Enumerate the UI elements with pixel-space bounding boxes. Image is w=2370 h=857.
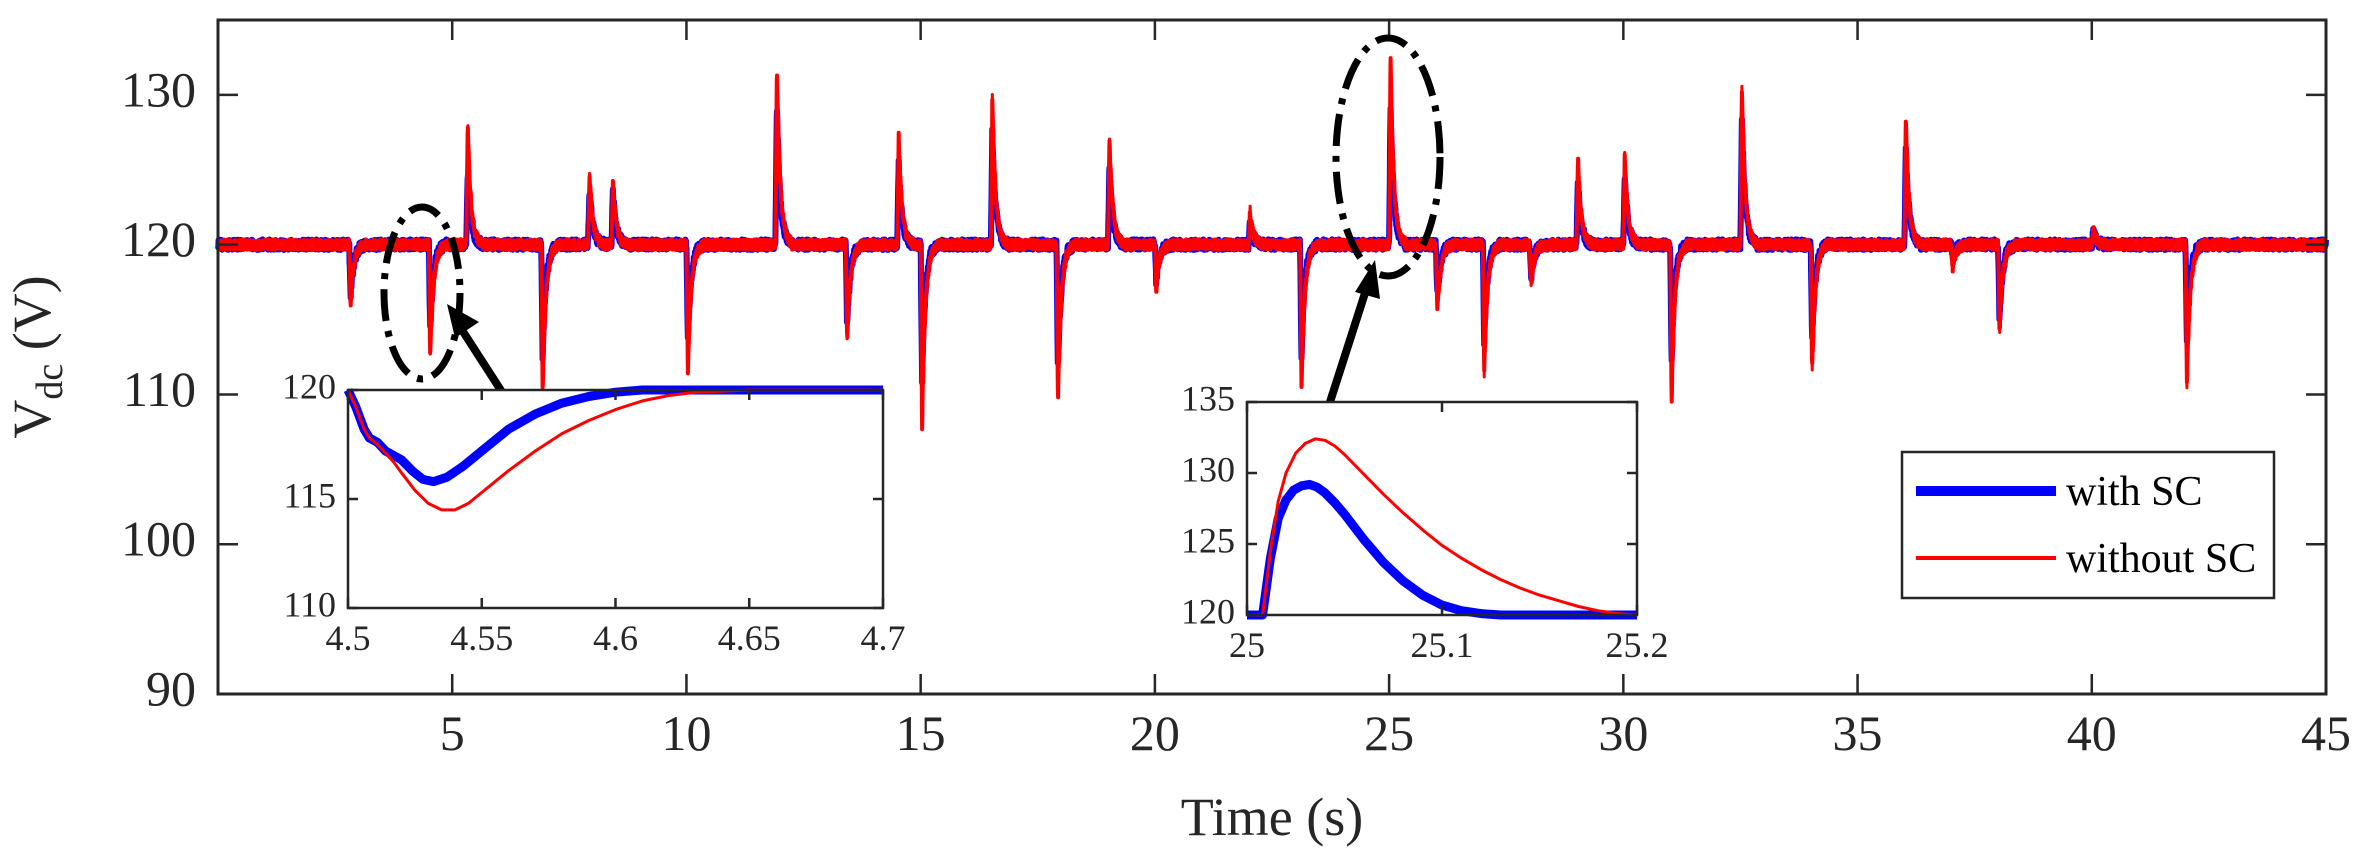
inset-left-y-tick-label: 115 bbox=[283, 475, 336, 515]
svg-text:Vdc (V): Vdc (V) bbox=[2, 275, 71, 438]
inset-right-x-tick-label: 25.2 bbox=[1606, 625, 1669, 665]
inset-right-x-axis: 25 25.1 25.2 bbox=[1229, 402, 1669, 665]
legend-label-without-sc: without SC bbox=[2066, 536, 2256, 582]
callout-arrow-left bbox=[458, 327, 506, 395]
main-y-tick-label: 90 bbox=[146, 660, 196, 716]
y-axis-label-sub: dc bbox=[29, 364, 71, 400]
annotation-right bbox=[1326, 34, 1444, 404]
main-x-axis: 5 10 15 20 25 30 35 40 45 bbox=[440, 20, 2351, 761]
inset-right-background bbox=[1247, 402, 1637, 615]
main-plot-area: 5 10 15 20 25 30 35 40 45 90 100 110 120 130 bbox=[121, 18, 2351, 761]
legend-box bbox=[1900, 450, 2276, 600]
inset-left-background bbox=[348, 390, 883, 608]
main-axes-box bbox=[216, 18, 2328, 696]
main-y-tick-label: 110 bbox=[123, 361, 196, 417]
main-x-tick-label: 25 bbox=[1364, 705, 1414, 761]
inset-right-series-without-sc bbox=[1247, 437, 1638, 617]
inset-right-plot: 25 25.1 25.2 120 125 130 135 bbox=[1181, 378, 1669, 665]
main-x-tick-label: 40 bbox=[2067, 705, 2117, 761]
annotation-left bbox=[380, 203, 506, 395]
main-x-tick-label: 5 bbox=[440, 705, 465, 761]
callout-arrowhead-left bbox=[447, 304, 479, 338]
inset-right-x-tick-label: 25 bbox=[1229, 625, 1265, 665]
main-x-tick-label: 10 bbox=[661, 705, 711, 761]
series-without-sc-line bbox=[216, 56, 2328, 432]
inset-left-y-tick-label: 110 bbox=[283, 584, 336, 624]
highlight-ellipse-right bbox=[1332, 34, 1444, 280]
legend-label-with-sc: with SC bbox=[2066, 469, 2203, 515]
main-y-tick-label: 100 bbox=[121, 511, 196, 567]
inset-right-y-tick-label: 135 bbox=[1181, 378, 1235, 418]
legend: with SC without SC bbox=[1900, 450, 2276, 600]
inset-left-y-axis: 110 115 120 bbox=[282, 366, 883, 624]
inset-right-y-tick-label: 130 bbox=[1181, 449, 1235, 489]
callout-arrowhead-right bbox=[1355, 260, 1380, 299]
inset-left-plot: 4.5 4.55 4.6 4.65 4.7 110 115 120 bbox=[282, 366, 906, 658]
callout-arrow-right bbox=[1326, 288, 1370, 404]
inset-left-x-tick-label: 4.6 bbox=[593, 618, 638, 658]
inset-right-y-tick-label: 125 bbox=[1181, 520, 1235, 560]
inset-right-x-tick-label: 25.1 bbox=[1411, 625, 1474, 665]
main-x-tick-label: 15 bbox=[896, 705, 946, 761]
y-axis-label-unit: (V) bbox=[2, 275, 62, 363]
inset-left-x-tick-label: 4.5 bbox=[326, 618, 371, 658]
x-axis-label: Time (s) bbox=[1181, 787, 1364, 847]
inset-right-series-with-sc bbox=[1247, 479, 1637, 620]
inset-left-x-axis: 4.5 4.55 4.6 4.65 4.7 bbox=[326, 390, 906, 658]
main-x-tick-label: 45 bbox=[2301, 705, 2351, 761]
inset-right-y-axis: 120 125 130 135 bbox=[1181, 378, 1637, 631]
y-axis-label: Vdc (V) bbox=[2, 275, 71, 438]
inset-left-x-tick-label: 4.7 bbox=[861, 618, 906, 658]
inset-right-y-tick-label: 120 bbox=[1181, 591, 1235, 631]
main-y-tick-label: 130 bbox=[121, 61, 196, 117]
main-y-tick-label: 120 bbox=[121, 211, 196, 267]
main-x-tick-label: 20 bbox=[1130, 705, 1180, 761]
inset-left-x-tick-label: 4.65 bbox=[718, 618, 781, 658]
main-y-axis: 90 100 110 120 130 bbox=[121, 61, 2326, 716]
highlight-ellipse-left bbox=[380, 203, 464, 383]
inset-left-y-tick-label: 120 bbox=[282, 366, 336, 406]
y-axis-label-main: V bbox=[2, 400, 62, 439]
main-x-tick-label: 35 bbox=[1833, 705, 1883, 761]
inset-left-x-tick-label: 4.55 bbox=[450, 618, 513, 658]
main-x-tick-label: 30 bbox=[1598, 705, 1648, 761]
